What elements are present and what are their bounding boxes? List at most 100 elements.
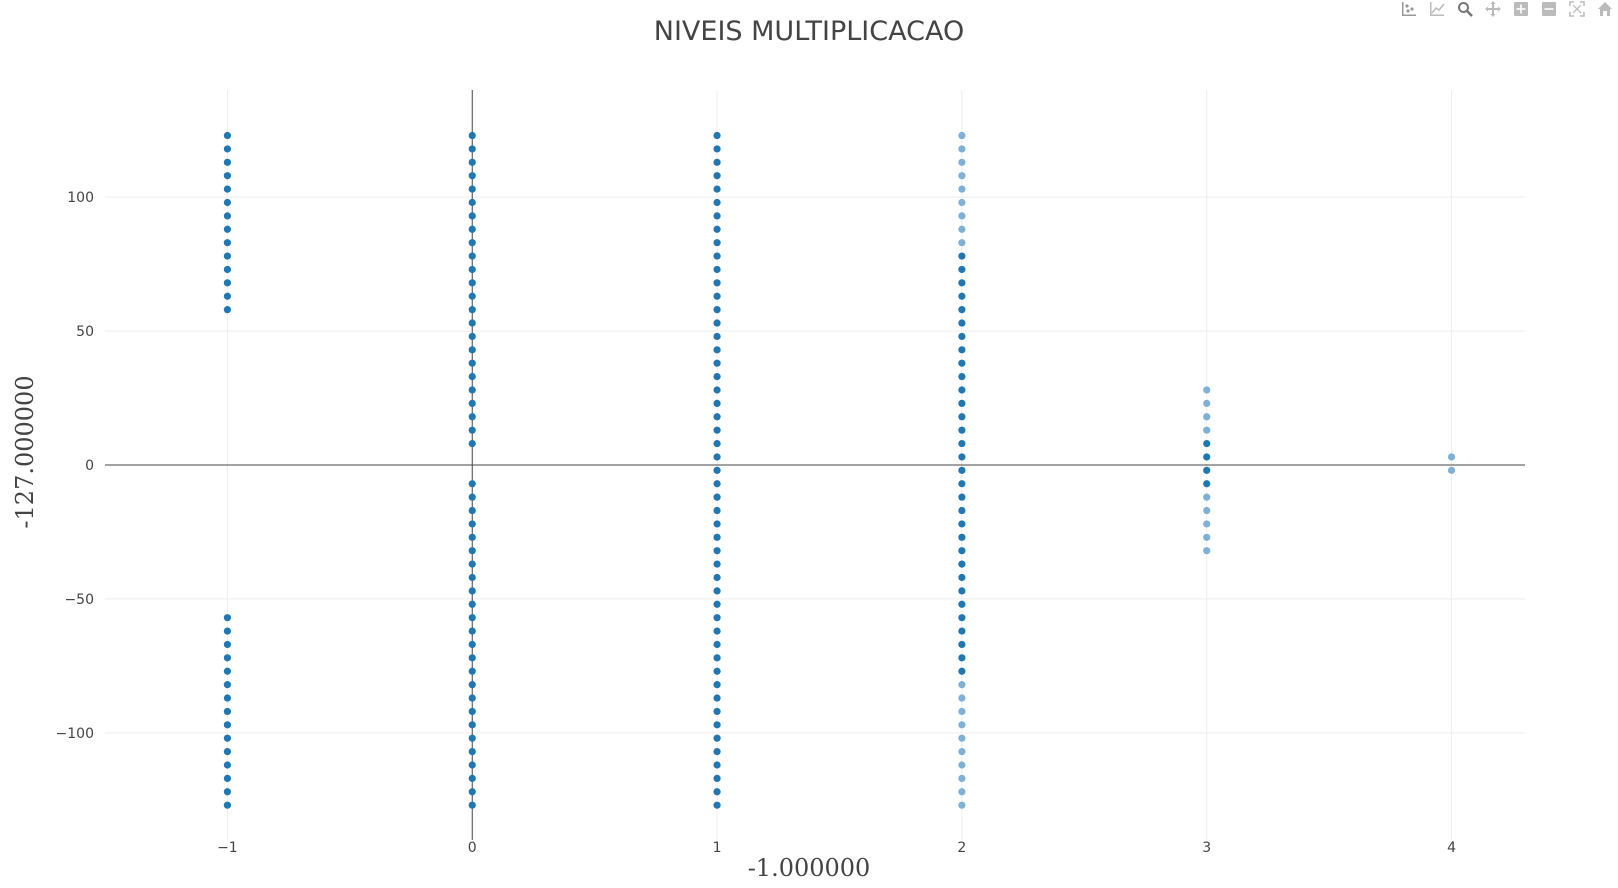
reset-axes-icon[interactable]: [1596, 0, 1614, 18]
data-point: [223, 627, 232, 635]
data-point: [1203, 547, 1211, 555]
data-point: [468, 627, 476, 635]
data-point: [713, 413, 721, 421]
data-point: [468, 560, 476, 568]
data-point: [713, 493, 721, 501]
data-point: [468, 265, 476, 274]
data-point: [468, 413, 476, 421]
data-point: [468, 533, 476, 541]
data-point: [468, 319, 476, 327]
data-point: [713, 520, 721, 528]
chart-title: NIVEIS MULTIPLICACAO: [654, 16, 964, 47]
data-point: [223, 654, 232, 662]
data-point: [713, 560, 721, 568]
zoom-icon[interactable]: [1456, 0, 1474, 18]
data-point: [958, 520, 966, 528]
data-point: [713, 198, 721, 207]
data-point: [713, 573, 721, 582]
data-point: [713, 466, 721, 474]
zero-lines: [105, 90, 1525, 840]
data-point: [958, 439, 966, 448]
data-point: [713, 319, 721, 327]
data-point: [1203, 520, 1211, 528]
zoom-out-icon[interactable]: [1540, 0, 1558, 18]
data-point: [958, 279, 966, 287]
y-tick-label: 100: [67, 190, 94, 206]
data-point: [713, 627, 721, 635]
data-point: [468, 279, 476, 287]
data-point: [1203, 386, 1211, 394]
data-point: [713, 426, 721, 434]
data-point: [468, 681, 476, 689]
spike-lines-icon[interactable]: [1428, 0, 1446, 18]
data-point: [713, 707, 721, 716]
data-point: [713, 439, 721, 448]
data-point: [958, 681, 966, 689]
data-point: [468, 614, 476, 622]
data-point: [468, 399, 476, 407]
data-point: [223, 158, 232, 166]
data-point: [958, 547, 966, 555]
data-point: [468, 306, 476, 314]
data-point: [713, 252, 721, 260]
data-point: [958, 172, 966, 180]
data-point: [223, 667, 232, 675]
y-tick-label: 50: [76, 324, 94, 340]
pan-icon[interactable]: [1484, 0, 1502, 18]
data-point: [468, 788, 476, 796]
data-point: [1203, 533, 1211, 541]
data-point: [958, 533, 966, 541]
data-point: [958, 600, 966, 608]
data-point: [958, 386, 966, 394]
data-point: [713, 131, 721, 140]
data-point: [958, 239, 966, 247]
x-tick-label: 1: [713, 840, 722, 856]
x-tick-label: 2: [957, 840, 966, 856]
autoscale-icon[interactable]: [1568, 0, 1586, 18]
data-point: [713, 373, 721, 381]
data-point: [468, 721, 476, 729]
data-point: [223, 172, 232, 180]
data-point: [958, 667, 966, 675]
data-point: [468, 332, 476, 341]
data-point: [958, 453, 966, 461]
data-point: [468, 694, 476, 702]
data-point: [958, 761, 966, 769]
data-point: [713, 399, 721, 407]
data-point: [223, 721, 232, 729]
compare-data-icon[interactable]: [1400, 0, 1418, 18]
data-point: [958, 252, 966, 260]
data-point: [223, 707, 232, 716]
data-point: [713, 292, 721, 300]
data-point: [1203, 466, 1211, 474]
chart-modebar: [1396, 0, 1618, 18]
data-point: [468, 346, 476, 354]
data-point: [958, 801, 966, 809]
data-point: [468, 145, 476, 153]
data-point: [713, 614, 721, 622]
data-point: [1203, 399, 1211, 407]
data-point: [468, 252, 476, 260]
data-point: [713, 453, 721, 461]
data-point: [1447, 466, 1456, 474]
data-point: [713, 721, 721, 729]
data-point: [468, 292, 476, 300]
data-point: [713, 386, 721, 394]
data-point: [958, 225, 966, 233]
data-point: [468, 158, 476, 166]
data-point: [958, 640, 966, 649]
data-point: [958, 774, 966, 782]
data-point: [958, 145, 966, 153]
data-point: [713, 346, 721, 354]
data-point: [713, 145, 721, 153]
zoom-in-icon[interactable]: [1512, 0, 1530, 18]
data-point: [468, 480, 476, 488]
data-point: [958, 587, 966, 595]
data-point: [713, 533, 721, 541]
data-point: [223, 640, 232, 649]
data-point: [958, 332, 966, 341]
data-point: [713, 547, 721, 555]
data-point: [468, 239, 476, 247]
data-point: [223, 145, 232, 153]
data-point: [468, 600, 476, 608]
